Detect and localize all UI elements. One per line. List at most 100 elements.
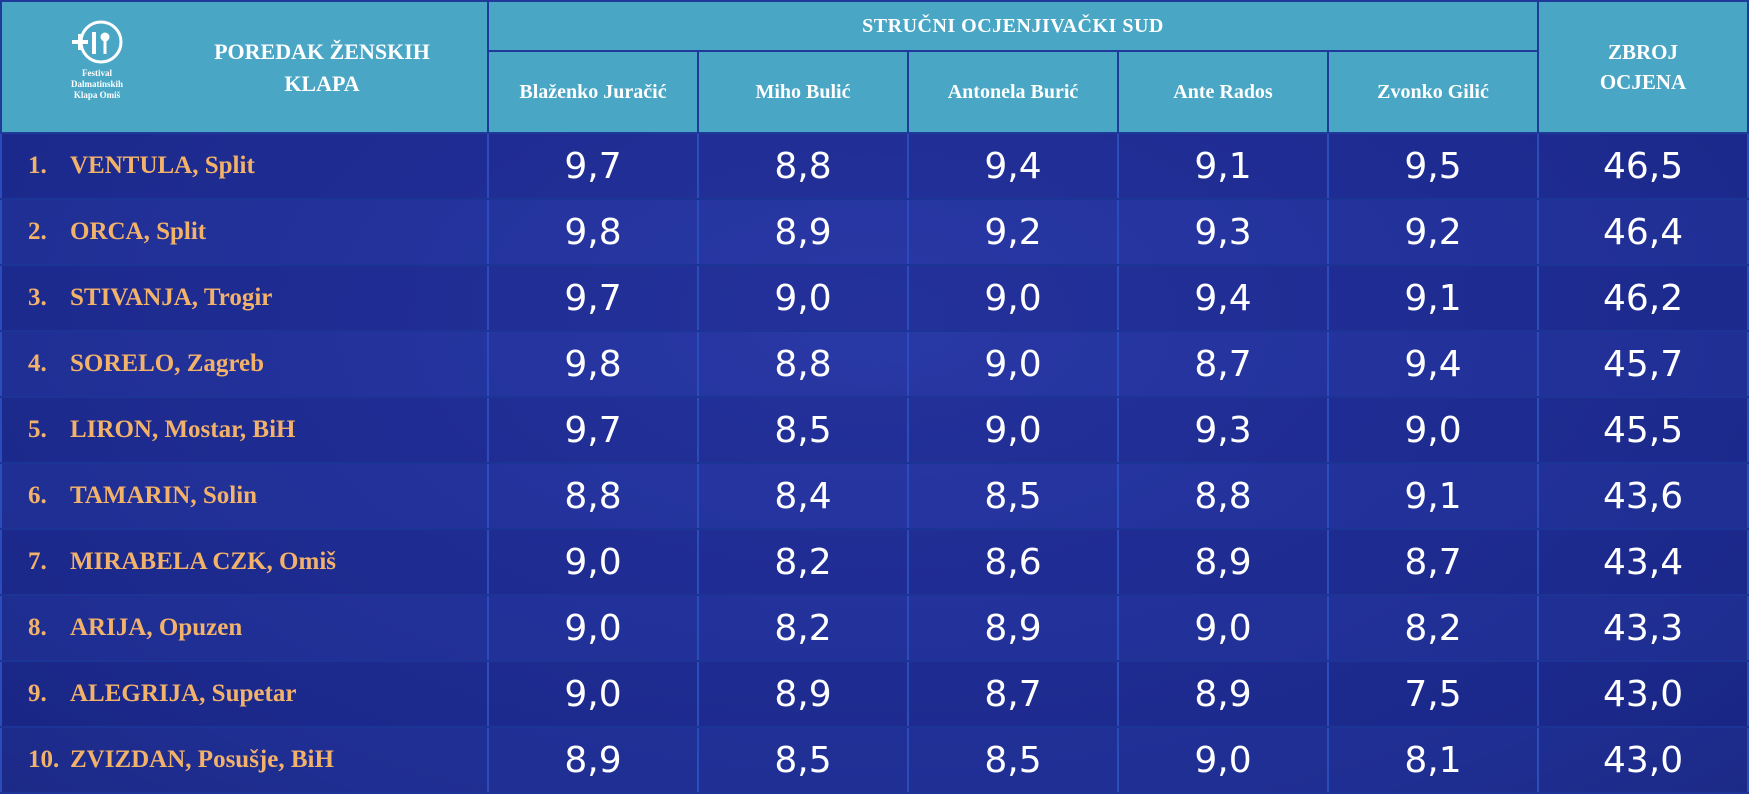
rank-number: 1. xyxy=(28,152,47,179)
score-cell: 9,0 xyxy=(487,660,699,728)
page-title-line-1: POREDAK ŽENSKIH xyxy=(214,39,430,64)
table-row: 8. ARIJA, Opuzen 9,0 8,2 8,9 9,0 8,2 43,3 xyxy=(0,594,1749,662)
score-cell: 9,3 xyxy=(1117,396,1329,464)
score-cell: 8,7 xyxy=(1117,330,1329,398)
table-row: 6. TAMARIN, Solin 8,8 8,4 8,5 8,8 9,1 43,6 xyxy=(0,462,1749,530)
score-cell: 8,5 xyxy=(907,462,1119,530)
festival-logo: Festival Dalmatinskih Klapa Omiš xyxy=(54,20,140,101)
rank-number: 5. xyxy=(28,416,47,443)
score-cell: 9,7 xyxy=(487,396,699,464)
klapa-name-cell: 4. SORELO, Zagreb xyxy=(0,330,489,398)
logo-text-line-2: Dalmatinskih xyxy=(70,79,123,89)
score-cell: 9,0 xyxy=(907,330,1119,398)
rank-number: 6. xyxy=(28,482,47,509)
score-cell: 8,2 xyxy=(1326,594,1540,662)
score-cell: 9,8 xyxy=(487,198,699,266)
score-cell: 8,8 xyxy=(487,462,699,530)
score-cell: 9,7 xyxy=(487,264,699,332)
score-cell: 8,6 xyxy=(907,528,1119,596)
total-score-cell: 46,2 xyxy=(1537,264,1749,332)
table-row: 7. MIRABELA CZK, Omiš 9,0 8,2 8,6 8,9 8,7 43,4 xyxy=(0,528,1749,596)
klapa-name: TAMARIN, Solin xyxy=(70,482,258,509)
judge-header: Miho Bulić xyxy=(697,50,909,134)
klapa-name-cell: 3. STIVANJA, Trogir xyxy=(0,264,489,332)
judge-header: Ante Rados xyxy=(1117,50,1329,134)
klapa-name: SORELO, Zagreb xyxy=(70,350,265,377)
table-row: 9. ALEGRIJA, Supetar 9,0 8,9 8,7 8,9 7,5 43,0 xyxy=(0,660,1749,728)
total-score-cell: 43,0 xyxy=(1537,726,1749,794)
score-cell: 8,7 xyxy=(1326,528,1540,596)
score-cell: 8,8 xyxy=(697,132,909,200)
ranking-title-cell: Festival Dalmatinskih Klapa Omiš POREDAK… xyxy=(0,0,489,134)
score-cell: 8,2 xyxy=(697,594,909,662)
total-header: ZBROJ OCJENA xyxy=(1537,0,1749,134)
score-cell: 8,8 xyxy=(1117,462,1329,530)
judge-header: Blaženko Juračić xyxy=(487,50,699,134)
score-cell: 8,4 xyxy=(697,462,909,530)
score-cell: 7,5 xyxy=(1326,660,1540,728)
klapa-name: ZVIZDAN, Posušje, BiH xyxy=(70,746,334,773)
logo-text-line-3: Klapa Omiš xyxy=(73,90,121,100)
table-row: 10. ZVIZDAN, Posušje, BiH 8,9 8,5 8,5 9,0 8,1 4… xyxy=(0,726,1749,794)
klapa-name: ORCA, Split xyxy=(70,218,207,245)
page-title-line-2: KLAPA xyxy=(284,71,360,96)
klapa-name: ARIJA, Opuzen xyxy=(70,614,243,641)
score-cell: 8,9 xyxy=(697,660,909,728)
score-cell: 9,4 xyxy=(1326,330,1540,398)
score-cell: 9,4 xyxy=(1117,264,1329,332)
total-score-cell: 43,6 xyxy=(1537,462,1749,530)
rank-number: 3. xyxy=(28,284,47,311)
score-cell: 9,1 xyxy=(1326,462,1540,530)
score-cell: 8,9 xyxy=(1117,660,1329,728)
score-cell: 9,2 xyxy=(907,198,1119,266)
total-header-line-2: OCJENA xyxy=(1599,70,1687,94)
klapa-name: ALEGRIJA, Supetar xyxy=(70,680,297,707)
rank-number: 4. xyxy=(28,350,47,377)
score-cell: 8,9 xyxy=(907,594,1119,662)
total-header-line-1: ZBROJ xyxy=(1608,40,1679,64)
score-cell: 8,2 xyxy=(697,528,909,596)
klapa-name-cell: 9. ALEGRIJA, Supetar xyxy=(0,660,489,728)
page-title: POREDAK ŽENSKIH KLAPA xyxy=(182,36,462,100)
score-cell: 9,3 xyxy=(1117,198,1329,266)
total-score-cell: 45,7 xyxy=(1537,330,1749,398)
klapa-name: MIRABELA CZK, Omiš xyxy=(70,548,337,575)
klapa-name-cell: 7. MIRABELA CZK, Omiš xyxy=(0,528,489,596)
klapa-name-cell: 1. VENTULA, Split xyxy=(0,132,489,200)
rank-number: 10. xyxy=(28,746,60,773)
rank-number: 9. xyxy=(28,680,47,707)
score-cell: 9,8 xyxy=(487,330,699,398)
klapa-name-cell: 10. ZVIZDAN, Posušje, BiH xyxy=(0,726,489,794)
klapa-name: STIVANJA, Trogir xyxy=(70,284,273,311)
klapa-name-cell: 5. LIRON, Mostar, BiH xyxy=(0,396,489,464)
table-row: 4. SORELO, Zagreb 9,8 8,8 9,0 8,7 9,4 45,7 xyxy=(0,330,1749,398)
judge-header: Zvonko Gilić xyxy=(1326,50,1540,134)
score-cell: 9,2 xyxy=(1326,198,1540,266)
score-cell: 8,9 xyxy=(697,198,909,266)
score-cell: 9,0 xyxy=(1117,726,1329,794)
score-cell: 9,0 xyxy=(1117,594,1329,662)
table-row: 3. STIVANJA, Trogir 9,7 9,0 9,0 9,4 9,1 46,2 xyxy=(0,264,1749,332)
score-cell: 9,0 xyxy=(907,396,1119,464)
score-cell: 9,0 xyxy=(487,594,699,662)
total-score-cell: 45,5 xyxy=(1537,396,1749,464)
klapa-name-cell: 8. ARIJA, Opuzen xyxy=(0,594,489,662)
rank-number: 8. xyxy=(28,614,47,641)
klapa-name: LIRON, Mostar, BiH xyxy=(70,416,296,443)
total-score-cell: 46,4 xyxy=(1537,198,1749,266)
total-score-cell: 43,0 xyxy=(1537,660,1749,728)
rank-number: 7. xyxy=(28,548,47,575)
score-cell: 9,0 xyxy=(487,528,699,596)
score-cell: 8,9 xyxy=(1117,528,1329,596)
score-cell: 8,7 xyxy=(907,660,1119,728)
score-cell: 9,4 xyxy=(907,132,1119,200)
festival-logo-icon xyxy=(72,20,123,64)
score-cell: 9,5 xyxy=(1326,132,1540,200)
table-row: 2. ORCA, Split 9,8 8,9 9,2 9,3 9,2 46,4 xyxy=(0,198,1749,266)
judge-header: Antonela Burić xyxy=(907,50,1119,134)
logo-text-line-1: Festival xyxy=(82,68,112,78)
score-cell: 8,1 xyxy=(1326,726,1540,794)
rank-number: 2. xyxy=(28,218,47,245)
score-cell: 8,8 xyxy=(697,330,909,398)
score-cell: 9,0 xyxy=(697,264,909,332)
